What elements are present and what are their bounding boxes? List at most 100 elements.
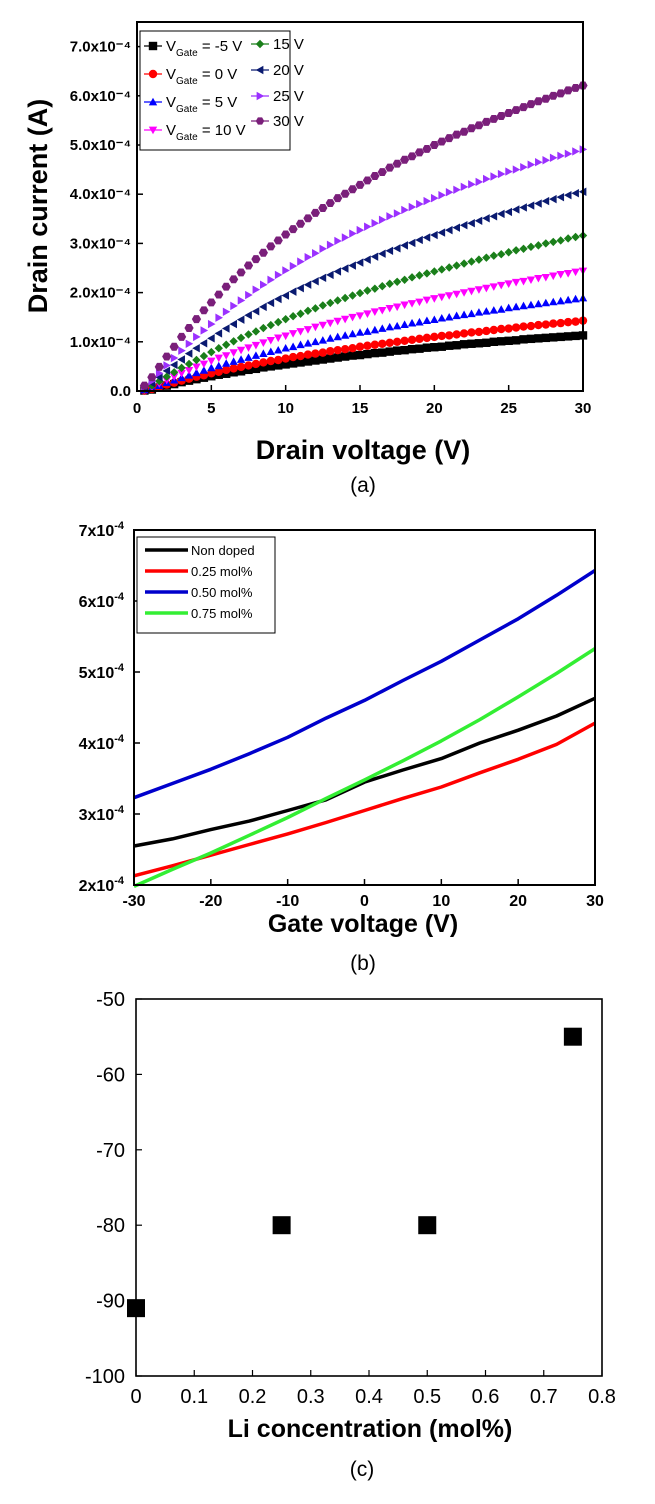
panel-a-point — [340, 293, 350, 303]
panel-a-point — [474, 286, 484, 294]
panel-c-x-tick-label: 0.5 — [413, 1386, 441, 1408]
panel-b-y-tick-label: 6x10-4 — [79, 591, 125, 611]
panel-a-point — [452, 223, 460, 232]
panel-a-point — [340, 189, 350, 198]
panel-c-point — [127, 1299, 145, 1318]
panel-a-point — [459, 289, 469, 297]
panel-a-series-5 — [140, 187, 587, 393]
panel-a-point — [557, 151, 565, 161]
panel-a-point — [541, 196, 550, 206]
panel-a-point — [563, 234, 573, 243]
panel-a-legend-label: VGate = 5 V — [166, 94, 237, 115]
panel-a-point — [474, 308, 484, 316]
panel-a-point — [519, 277, 528, 286]
panel-a-point — [497, 250, 506, 259]
panel-a-point — [147, 381, 157, 390]
panel-a-y-tick-label: 4.0x10⁻⁴ — [70, 186, 131, 203]
panel-a-series-2 — [140, 293, 588, 394]
panel-c-point — [563, 1027, 582, 1046]
panel-b-y-tick-label: 2x10-4 — [79, 875, 125, 895]
panel-a-point — [326, 240, 335, 250]
panel-a-point — [193, 332, 201, 342]
panel-a-point — [273, 236, 283, 245]
panel-a-point — [430, 267, 439, 276]
panel-a-point — [430, 315, 439, 324]
panel-a-point — [452, 330, 461, 339]
panel-a-plot-area — [139, 81, 588, 395]
panel-a-point — [467, 257, 476, 266]
panel-a-point — [437, 265, 446, 274]
panel-a-point — [519, 244, 528, 254]
panel-a-point — [467, 219, 475, 228]
panel-a-point — [570, 83, 581, 92]
panel-a-point — [326, 346, 335, 356]
panel-b-legend-label: 0.50 mol% — [191, 585, 253, 600]
panel-a-caption: (a) — [350, 474, 376, 497]
panel-a-series-3 — [140, 267, 588, 394]
panel-b-x-tick-label: -10 — [276, 893, 299, 910]
panel-a-point — [429, 141, 439, 149]
panel-b-legend-label: 0.75 mol% — [191, 606, 253, 621]
panel-a-y-tick-label: 2.0x10⁻⁴ — [70, 285, 131, 302]
panel-c-y-tick-label: -50 — [96, 989, 125, 1011]
panel-a-point — [548, 91, 558, 100]
panel-a-point — [453, 185, 461, 194]
panel-a-point — [520, 162, 528, 172]
panel-c-frame — [135, 998, 603, 1377]
panel-c-x-axis-title: Li concentration (mol%) — [228, 1415, 513, 1443]
panel-a-point — [519, 322, 528, 331]
panel-a-point — [355, 342, 365, 351]
panel-a-point — [229, 319, 237, 329]
panel-a-point — [474, 216, 483, 225]
panel-a-point — [497, 305, 506, 313]
panel-a-point — [244, 311, 252, 320]
panel-a-point — [437, 331, 446, 341]
panel-a-point — [415, 235, 423, 245]
panel-a-point — [430, 193, 439, 203]
panel-a-point — [430, 230, 438, 240]
panel-a-point — [229, 337, 238, 346]
panel-a-point — [266, 347, 275, 355]
panel-a-point — [266, 298, 275, 308]
panel-a-point — [475, 177, 484, 187]
panel-a-point — [482, 307, 491, 315]
panel-a-point — [169, 360, 178, 370]
panel-c-x-tick-label: 0.7 — [530, 1386, 558, 1408]
panel-a-point — [549, 194, 557, 204]
panel-a-point — [207, 357, 216, 366]
panel-a-x-tick-label: 0 — [133, 400, 141, 417]
panel-a-point — [311, 337, 320, 346]
panel-a-point — [348, 313, 357, 322]
panel-a-point — [288, 342, 298, 351]
panel-a-point — [407, 300, 417, 308]
panel-a-series-6 — [141, 145, 588, 392]
panel-a-point — [333, 317, 342, 326]
panel-a-point — [556, 271, 565, 279]
panel-a-point — [504, 248, 513, 257]
panel-a-point — [236, 315, 245, 324]
panel-a-point — [452, 311, 461, 320]
panel-a-point — [385, 338, 394, 347]
panel-a-point — [222, 352, 231, 360]
panel-a-point — [229, 357, 238, 365]
panel-a-point — [325, 199, 335, 208]
panel-a-point — [504, 324, 513, 333]
panel-a-point — [378, 339, 387, 348]
panel-a-point — [266, 336, 275, 345]
panel-a-point — [534, 334, 543, 343]
panel-a-point — [311, 356, 320, 365]
panel-a-point — [147, 373, 157, 382]
panel-a-point — [363, 255, 371, 264]
panel-a-point — [452, 130, 462, 139]
panel-a-point — [563, 317, 573, 327]
panel-a-point — [259, 358, 268, 367]
panel-a-point — [482, 326, 491, 336]
panel-a-point — [364, 222, 372, 231]
panel-a-point — [489, 325, 498, 335]
panel-a-point — [229, 364, 238, 373]
panel-c-point — [418, 1216, 437, 1235]
panel-a-point — [296, 340, 305, 349]
panel-a-point — [244, 344, 253, 352]
panel-a-point — [519, 301, 528, 310]
panel-b-series-line-2 — [133, 569, 596, 800]
